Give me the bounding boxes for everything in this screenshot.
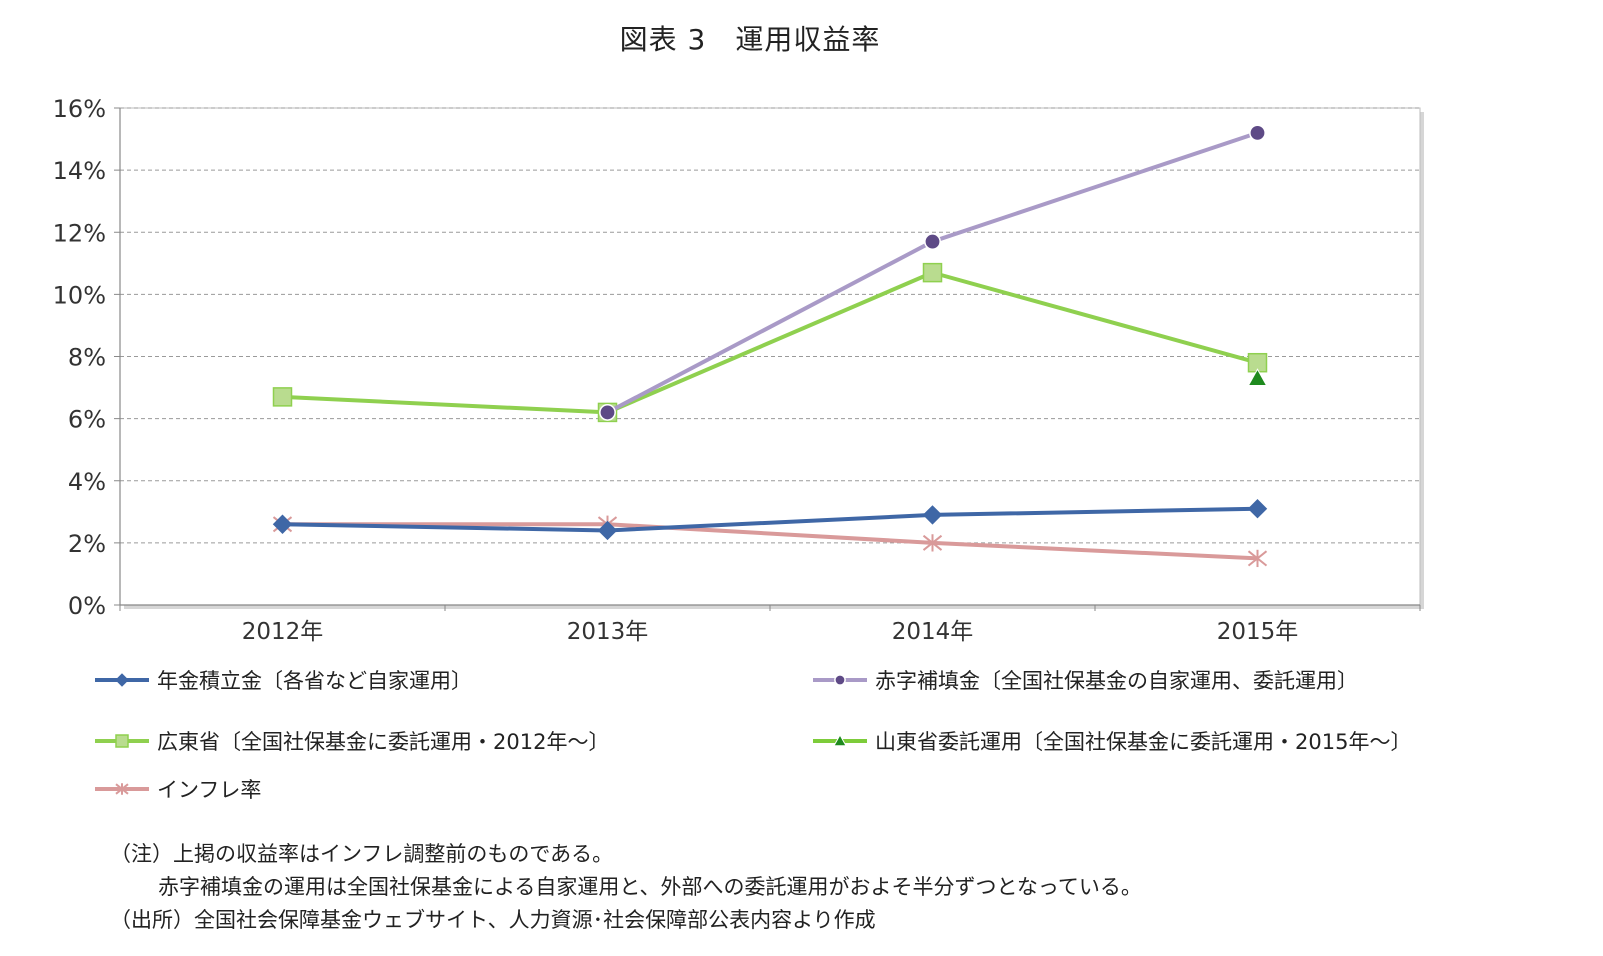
legend-label: 赤字補填金〔全国社保基金の自家運用、委託運用〕 — [875, 669, 1358, 693]
note-1: （注）上掲の収益率はインフレ調整前のものである。 — [110, 842, 614, 866]
data-point-series-1 — [599, 404, 616, 421]
chart-notes: （注）上掲の収益率はインフレ調整前のものである。 赤字補填金の運用は全国社保基金… — [110, 838, 1142, 937]
series-line-2 — [282, 270, 1259, 415]
legend-item: 年金積立金〔各省など自家運用〕 — [95, 663, 472, 697]
data-point-series-2 — [922, 262, 943, 283]
x-tick-label: 2015年 — [1217, 619, 1299, 645]
series-line-0 — [282, 506, 1258, 533]
legend-label: 年金積立金〔各省など自家運用〕 — [157, 669, 472, 693]
note-source: （出所）全国社会保障基金ウェブサイト、人力資源･社会保障部公表内容より作成 — [110, 908, 876, 932]
legend-marker — [834, 674, 846, 686]
legend-swatch — [95, 783, 149, 795]
line-chart: 0% 2% 4% 6% 8% 10% 12% 14% 16% 2012年 2013年 2014年 201… — [53, 95, 1424, 645]
legend-swatch — [813, 733, 867, 747]
data-point-series-4 — [1247, 549, 1268, 568]
note-2: 赤字補填金の運用は全国社保基金による自家運用と、外部への委託運用がおよそ半分ずつ… — [158, 875, 1142, 899]
legend-item: 広東省〔全国社保基金に委託運用・2012年〜〕 — [95, 724, 609, 758]
data-point-series-1 — [924, 233, 941, 250]
legend-swatch — [95, 734, 149, 748]
data-point-series-2 — [272, 387, 293, 407]
y-tick-label: 8% — [68, 344, 106, 372]
data-point-series-0 — [597, 520, 618, 541]
x-tick-label: 2013年 — [567, 619, 649, 645]
legend-marker — [833, 733, 847, 747]
data-point-series-1 — [1249, 124, 1266, 142]
y-tick-label: 0% — [68, 592, 106, 620]
plot-background — [119, 107, 1421, 606]
chart-title: 図表 3 運用収益率 — [619, 23, 881, 56]
data-point-series-4 — [922, 534, 943, 552]
y-tick-label: 16% — [53, 95, 106, 123]
x-tick-label: 2012年 — [242, 619, 324, 645]
legend-item: インフレ率 — [95, 772, 261, 806]
series-line-4 — [282, 522, 1258, 561]
legend-item: 山東省委託運用〔全国社保基金に委託運用・2015年〜〕 — [813, 724, 1411, 758]
data-point-series-0 — [922, 505, 943, 525]
y-tick-label: 6% — [68, 406, 106, 434]
legend-swatch — [95, 673, 149, 687]
legend-marker — [115, 673, 129, 687]
data-point-series-3 — [1247, 368, 1268, 386]
legend-marker — [115, 734, 129, 748]
y-tick-label: 12% — [53, 219, 106, 247]
plot-area: 0% 2% 4% 6% 8% 10% 12% 14% 16% 2012年 2013年 2014年 201… — [53, 95, 1424, 645]
y-tick-label: 2% — [68, 530, 106, 558]
legend-label: インフレ率 — [157, 778, 262, 802]
legend-marker — [115, 783, 129, 795]
y-tick-label: 10% — [53, 281, 106, 309]
x-tick-label: 2014年 — [892, 619, 974, 645]
y-tick-label: 14% — [53, 157, 106, 185]
legend-item: 赤字補填金〔全国社保基金の自家運用、委託運用〕 — [813, 663, 1358, 697]
data-point-series-0 — [272, 514, 293, 534]
legend-swatch — [813, 674, 867, 686]
legend-label: 山東省委託運用〔全国社保基金に委託運用・2015年〜〕 — [875, 730, 1412, 754]
legend-label: 広東省〔全国社保基金に委託運用・2012年〜〕 — [157, 730, 610, 754]
y-tick-label: 4% — [68, 468, 106, 496]
data-point-series-0 — [1247, 498, 1268, 519]
